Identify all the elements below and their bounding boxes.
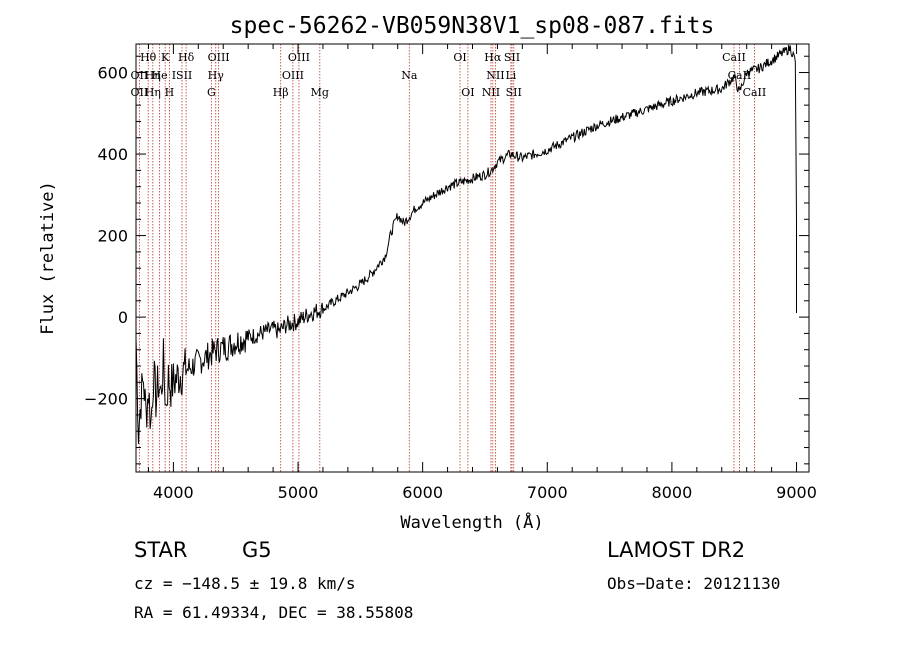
emission-line-label: OI: [461, 86, 474, 99]
chart-title: spec-56262-VB059N38V1_sp08-087.fits: [230, 13, 715, 39]
emission-line-label: Li: [505, 69, 516, 82]
y-axis-ticks: −200 0 200 400 600: [84, 55, 809, 465]
x-tick-label: 6000: [402, 483, 443, 502]
survey-name: LAMOST DR2: [607, 538, 746, 562]
emission-line-label: ISII: [172, 69, 193, 82]
y-tick-label: 400: [97, 145, 128, 164]
emission-line-label: OIII: [282, 69, 304, 82]
emission-line-label: SII: [504, 51, 520, 64]
x-tick-label: 9000: [776, 483, 817, 502]
emission-line-label: G: [207, 86, 216, 99]
y-tick-label: −200: [84, 390, 128, 409]
emission-line-label: He: [152, 69, 168, 82]
x-tick-label: 4000: [153, 483, 194, 502]
redshift-velocity: cz = −148.5 ± 19.8 km/s: [134, 574, 356, 593]
emission-line-label: Hη: [145, 69, 161, 82]
emission-line-label: Hδ: [178, 51, 195, 64]
emission-line-label: Hθ: [140, 51, 157, 64]
plot-frame: [135, 43, 810, 473]
emission-line-label: Na: [401, 69, 418, 82]
emission-line-label: OIII: [288, 51, 310, 64]
x-tick-label: 8000: [652, 483, 693, 502]
emission-line-markers: [138, 44, 755, 472]
observation-date: Obs−Date: 20121130: [607, 574, 781, 593]
emission-line-label: OII: [131, 86, 149, 99]
x-tick-label: 7000: [527, 483, 568, 502]
flux-series-line: [135, 44, 797, 444]
emission-line-label: Hβ: [273, 86, 289, 99]
emission-line-label: Hη: [145, 86, 161, 99]
emission-line-label: CaII: [743, 86, 767, 99]
x-tick-label: 5000: [278, 483, 319, 502]
y-tick-label: 0: [118, 308, 128, 327]
y-axis-label: Flux (relative): [38, 181, 58, 335]
emission-line-label: Mg: [311, 86, 329, 99]
coordinates: RA = 61.49334, DEC = 38.55808: [134, 603, 414, 622]
emission-line-label: NII: [486, 69, 504, 82]
object-class: STAR: [134, 538, 188, 562]
emission-line-label: K: [161, 51, 170, 64]
spectral-subclass: G5: [242, 538, 272, 562]
emission-line-label: OIII: [208, 51, 230, 64]
emission-line-label: CaII: [722, 51, 746, 64]
y-tick-label: 200: [97, 227, 128, 246]
x-axis-label: Wavelength (Å): [400, 511, 543, 533]
emission-line-label: SII: [506, 86, 522, 99]
emission-line-label: NII: [482, 86, 500, 99]
emission-line-label: Hγ: [208, 69, 225, 82]
x-axis-ticks: 4000 5000 6000 7000 8000 9000: [147, 44, 817, 502]
y-tick-label: 600: [97, 64, 128, 83]
emission-line-label: Hα: [484, 51, 502, 64]
emission-line-label: H: [165, 86, 175, 99]
emission-line-label: OI: [453, 51, 466, 64]
